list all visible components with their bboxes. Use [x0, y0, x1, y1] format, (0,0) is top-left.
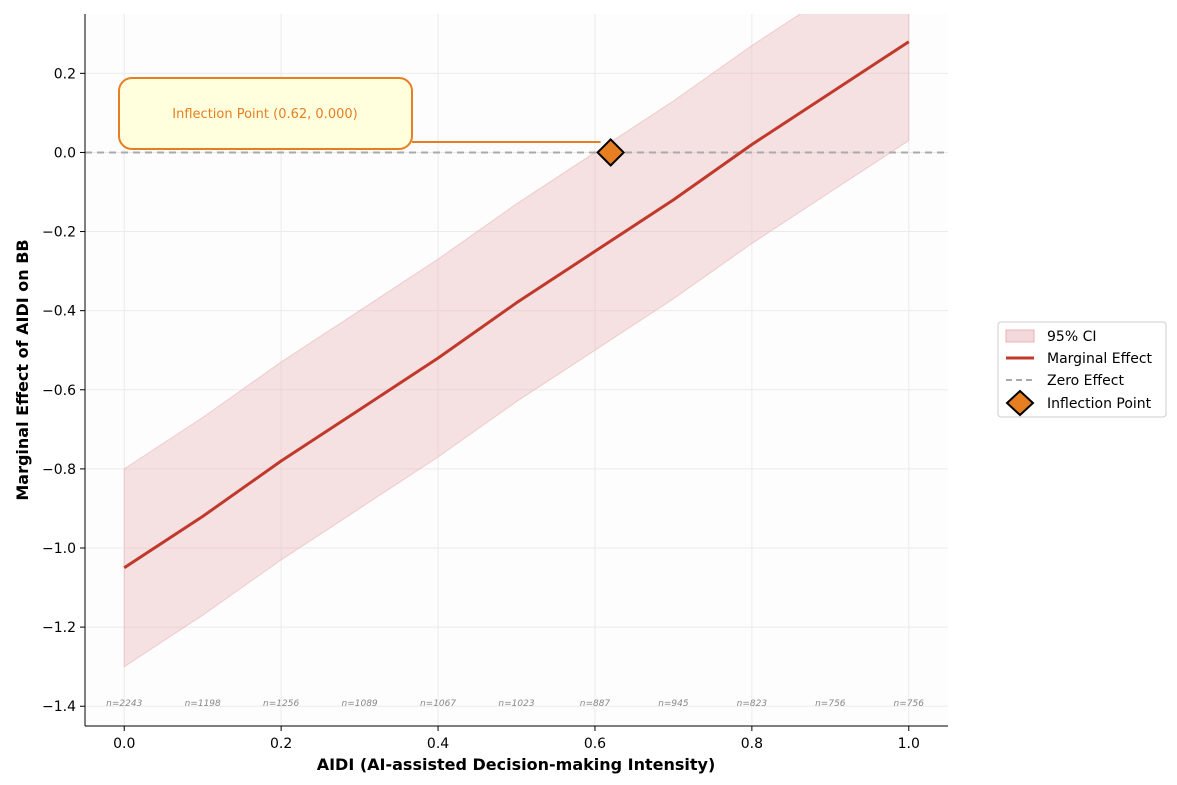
x-tick-label: 0.6 [584, 736, 606, 752]
sample-size-label: n=1023 [498, 699, 534, 709]
sample-size-label: n=756 [815, 699, 846, 709]
legend-ci-swatch [1005, 329, 1035, 343]
axes [84, 14, 948, 727]
legend-inflection-point-label: Inflection Point [1047, 396, 1152, 412]
sample-size-label: n=2243 [106, 699, 142, 709]
y-tick-label: −1.0 [42, 541, 76, 557]
annotation-text: Inflection Point (0.62, 0.000) [172, 107, 357, 122]
legend-zero-effect-label: Zero Effect [1047, 373, 1124, 389]
x-tick-label: 0.0 [113, 736, 135, 752]
x-tick-label: 1.0 [898, 736, 920, 752]
grid [85, 14, 948, 726]
y-tick-label: −1.2 [42, 620, 76, 636]
marginal-effect-line [123, 40, 910, 570]
sample-size-label: n=756 [894, 699, 925, 709]
annotation: Inflection Point (0.62, 0.000) [118, 77, 601, 150]
y-tick-label: −1.4 [42, 699, 76, 715]
sample-size-label: n=823 [737, 699, 768, 709]
marker-layer [596, 138, 626, 167]
sample-size-label: n=1089 [342, 699, 378, 709]
tick-labels: 0.0 0.2 0.4 0.6 0.8 1.0 −1.4 −1.2 −1.0 −0.8 −0.6 −0… [42, 66, 920, 752]
sample-size-label: n=1067 [420, 699, 456, 709]
sample-size-label: n=887 [580, 699, 611, 709]
y-tick-label: 0.0 [54, 145, 76, 161]
sample-size-label: n=1198 [185, 699, 221, 709]
y-tick-label: −0.4 [42, 304, 76, 320]
x-tick-label: 0.2 [270, 736, 292, 752]
annotation-box [118, 77, 413, 150]
y-axis-title: Marginal Effect of AIDI on BB [13, 239, 32, 500]
sample-size-label: n=945 [658, 699, 689, 709]
y-tick-label: −0.2 [42, 225, 76, 241]
inflection-point-marker [596, 138, 626, 167]
x-tick-label: 0.8 [741, 736, 763, 752]
y-tick-label: 0.2 [54, 66, 76, 82]
ci-band [123, 14, 910, 668]
y-tick-label: −0.6 [42, 383, 76, 399]
legend: 95% CI Marginal Effect Zero Effect Infle… [997, 321, 1167, 418]
legend-ci-label: 95% CI [1047, 329, 1096, 345]
legend-inflection-point-marker [1005, 389, 1035, 417]
x-tick-label: 0.4 [427, 736, 449, 752]
sample-size-label: n=1256 [263, 699, 299, 709]
legend-frame [997, 321, 1167, 418]
legend-marginal-effect-label: Marginal Effect [1047, 351, 1153, 367]
x-axis-title: AIDI (AI-assisted Decision-making Intens… [317, 755, 716, 774]
data-layer: n=2243 n=1198 n=1256 n=1089 n=1067 n=1023 n=88… [85, 14, 948, 709]
y-tick-label: −0.8 [42, 462, 76, 478]
